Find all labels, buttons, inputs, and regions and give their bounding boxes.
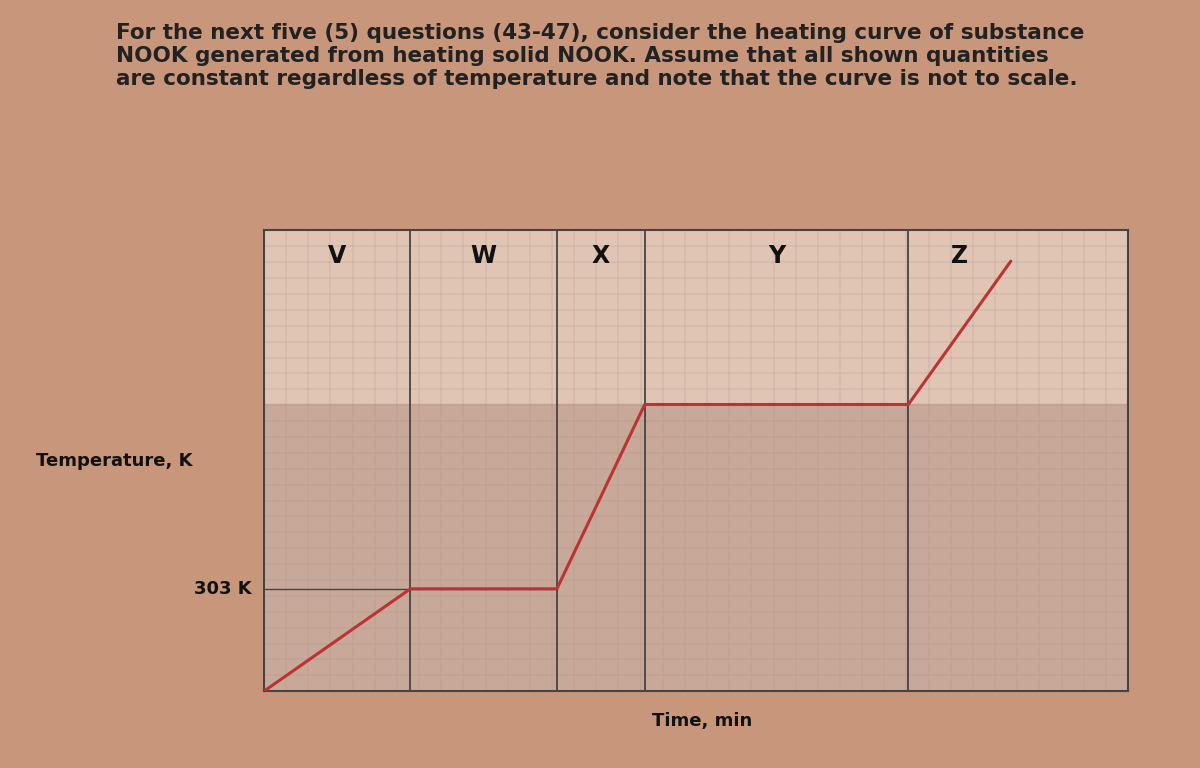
- Text: Y: Y: [768, 244, 785, 268]
- Text: For the next five (5) questions (43-47), consider the heating curve of substance: For the next five (5) questions (43-47),…: [116, 23, 1084, 89]
- Text: Time, min: Time, min: [652, 712, 752, 730]
- Text: 303 K: 303 K: [194, 580, 252, 598]
- Text: Z: Z: [952, 244, 968, 268]
- Text: X: X: [592, 244, 610, 268]
- Text: V: V: [328, 244, 347, 268]
- Text: Temperature, K: Temperature, K: [36, 452, 192, 470]
- Text: W: W: [470, 244, 497, 268]
